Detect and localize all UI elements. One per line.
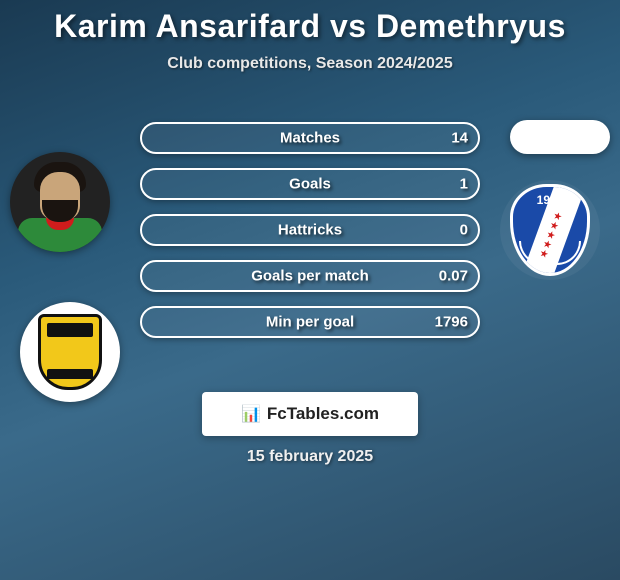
stat-label: Hattricks bbox=[278, 222, 342, 239]
stat-value-left: 14 bbox=[451, 130, 468, 147]
player-left-avatar bbox=[10, 152, 110, 252]
stat-label: Goals per match bbox=[251, 268, 369, 285]
stat-value-left: 0 bbox=[460, 222, 468, 239]
brand-chart-icon: 📊 bbox=[241, 404, 261, 424]
stat-label: Goals bbox=[289, 176, 331, 193]
club-left-shield-icon bbox=[38, 314, 102, 390]
player-right-avatar-placeholder bbox=[510, 120, 610, 154]
stat-bars: Matches 14 Goals 1 Hattricks 0 Goals per… bbox=[140, 122, 480, 352]
comparison-subtitle: Club competitions, Season 2024/2025 bbox=[0, 55, 620, 73]
club-left-badge bbox=[20, 302, 120, 402]
club-right-year: 1966 bbox=[513, 193, 587, 207]
stat-value-left: 1796 bbox=[435, 314, 468, 331]
stat-row-goals-per-match: Goals per match 0.07 bbox=[140, 260, 480, 292]
stat-value-left: 1 bbox=[460, 176, 468, 193]
report-date: 15 february 2025 bbox=[0, 448, 620, 466]
brand-text: FcTables.com bbox=[267, 404, 379, 424]
club-right-badge: 1966 ★★★★★ bbox=[500, 180, 600, 280]
stat-row-min-per-goal: Min per goal 1796 bbox=[140, 306, 480, 338]
club-right-shield-icon: 1966 ★★★★★ bbox=[510, 184, 590, 276]
stat-row-matches: Matches 14 bbox=[140, 122, 480, 154]
comparison-title: Karim Ansarifard vs Demethryus bbox=[0, 0, 620, 45]
stat-row-hattricks: Hattricks 0 bbox=[140, 214, 480, 246]
stat-label: Min per goal bbox=[266, 314, 354, 331]
footer-brand-box: 📊 FcTables.com bbox=[202, 392, 418, 436]
stat-value-left: 0.07 bbox=[439, 268, 468, 285]
stat-label: Matches bbox=[280, 130, 340, 147]
stat-row-goals: Goals 1 bbox=[140, 168, 480, 200]
